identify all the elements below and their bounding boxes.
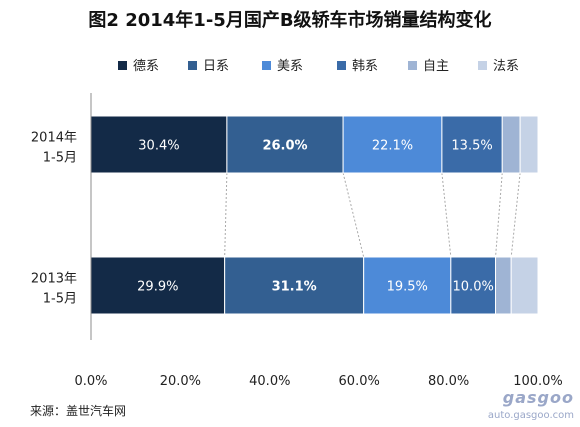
watermark-url: auto.gasgoo.com <box>487 410 574 421</box>
data-label: 10.0% <box>453 280 494 295</box>
bar-segment <box>510 256 539 315</box>
data-label: 29.9% <box>137 280 178 295</box>
source-note: 来源：盖世汽车网 <box>30 404 127 418</box>
bar-segment <box>495 256 512 315</box>
legend-item: 德系 <box>118 55 159 74</box>
data-label: 19.5% <box>387 280 428 295</box>
legend-label: 韩系 <box>352 59 379 74</box>
connector-line <box>224 172 228 258</box>
connector-line <box>441 172 452 258</box>
legend-label: 自主 <box>423 59 450 74</box>
legend-label: 法系 <box>493 59 520 74</box>
data-label: 26.0% <box>262 139 307 154</box>
legend-item: 自主 <box>408 55 449 74</box>
legend-swatch <box>478 61 487 70</box>
legend-item: 美系 <box>262 55 303 74</box>
bar-segment <box>501 115 521 174</box>
legend-label: 日系 <box>203 59 230 74</box>
legend-swatch <box>188 61 197 70</box>
x-tick-label: 60.0% <box>339 374 380 389</box>
bar-segment <box>90 256 226 315</box>
x-tick-label: 100.0% <box>513 374 563 389</box>
category-label: 1-5月 <box>43 292 77 307</box>
legend-swatch <box>337 61 346 70</box>
connector-line <box>342 172 365 258</box>
bar-segment <box>441 115 503 174</box>
legend: 德系 日系 美系 韩系 自主 法系 <box>0 55 580 75</box>
legend-swatch <box>262 61 271 70</box>
bar-segment <box>519 115 539 174</box>
x-tick-label: 20.0% <box>160 374 201 389</box>
bar-segment <box>363 256 452 315</box>
legend-label: 德系 <box>133 59 160 74</box>
chart-title: 图2 2014年1-5月国产B级轿车市场销量结构变化 <box>88 10 492 31</box>
legend-item: 韩系 <box>337 55 378 74</box>
legend-swatch <box>118 61 127 70</box>
category-label: 1-5月 <box>43 151 77 166</box>
data-label: 30.4% <box>138 139 179 154</box>
x-tick-label: 0.0% <box>74 374 107 389</box>
data-label: 31.1% <box>272 280 317 295</box>
category-label: 2014年 <box>31 131 77 146</box>
x-tick-label: 40.0% <box>249 374 290 389</box>
legend-label: 美系 <box>277 59 304 74</box>
watermark-logo: gasgoo <box>502 388 574 407</box>
data-label: 22.1% <box>372 139 413 154</box>
legend-swatch <box>408 61 417 70</box>
data-label: 13.5% <box>451 139 492 154</box>
watermark: gasgoo auto.gasgoo.com <box>482 388 574 424</box>
category-label: 2013年 <box>31 272 77 287</box>
legend-item: 日系 <box>188 55 229 74</box>
legend-item: 法系 <box>478 55 519 74</box>
bar-segment <box>226 115 344 174</box>
connector-line <box>495 172 503 258</box>
bar-segment <box>342 115 443 174</box>
connector-line <box>510 172 521 258</box>
bar-segment <box>90 115 228 174</box>
x-tick-label: 80.0% <box>428 374 469 389</box>
